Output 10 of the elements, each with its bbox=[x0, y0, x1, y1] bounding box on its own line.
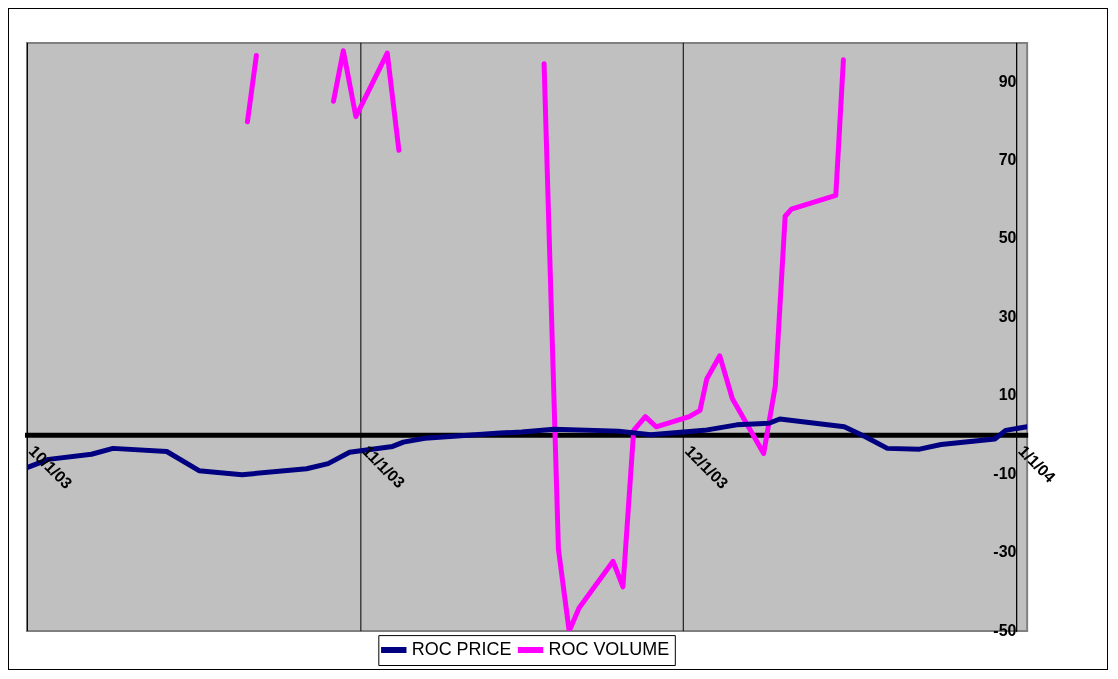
y-tick-label: -10 bbox=[993, 464, 1017, 482]
y-tick-label: 70 bbox=[998, 150, 1017, 168]
y-tick-label: 10 bbox=[998, 386, 1017, 404]
y-tick-label: 50 bbox=[998, 229, 1017, 247]
y-tick-label: 90 bbox=[998, 72, 1017, 90]
y-tick-label: 30 bbox=[998, 307, 1017, 325]
legend-label: ROC PRICE bbox=[411, 639, 512, 660]
y-tick-label: -50 bbox=[993, 621, 1017, 639]
legend-label: ROC VOLUME bbox=[548, 639, 670, 660]
y-tick-label: -30 bbox=[993, 543, 1017, 561]
